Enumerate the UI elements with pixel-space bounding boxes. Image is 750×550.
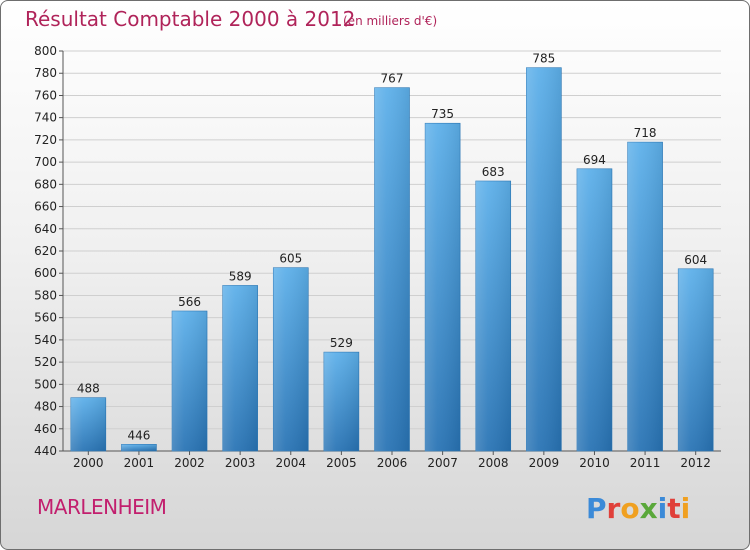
x-tick-label-2009: 2009 bbox=[529, 456, 560, 470]
y-tick-label: 760 bbox=[34, 88, 57, 102]
bar-shine-2005 bbox=[323, 352, 359, 451]
x-tick-label-2011: 2011 bbox=[630, 456, 661, 470]
value-label-2007: 735 bbox=[431, 107, 454, 121]
bar-shine-2009 bbox=[526, 67, 562, 452]
x-tick-label-2000: 2000 bbox=[73, 456, 104, 470]
y-tick-label: 480 bbox=[34, 400, 57, 414]
value-label-2006: 767 bbox=[381, 72, 404, 86]
svg-text:Proxiti: Proxiti bbox=[586, 492, 690, 525]
bar-shine-2000 bbox=[70, 397, 106, 451]
bar-shine-2003 bbox=[222, 285, 258, 451]
bar-shine-2010 bbox=[576, 168, 612, 451]
y-tick-label: 580 bbox=[34, 288, 57, 302]
bar-shine-2008 bbox=[475, 181, 511, 451]
x-tick-label-2006: 2006 bbox=[377, 456, 408, 470]
value-label-2008: 683 bbox=[482, 165, 505, 179]
y-tick-label: 540 bbox=[34, 333, 57, 347]
y-tick-label: 640 bbox=[34, 222, 57, 236]
value-label-2002: 566 bbox=[178, 295, 201, 309]
x-tick-label-2012: 2012 bbox=[680, 456, 711, 470]
value-label-2001: 446 bbox=[127, 428, 150, 442]
proxiti-logo: Proxiti bbox=[586, 492, 690, 525]
chart-title: Résultat Comptable 2000 à 2012 bbox=[25, 7, 356, 31]
x-tick-label-2008: 2008 bbox=[478, 456, 509, 470]
value-label-2011: 718 bbox=[634, 126, 657, 140]
bar-shine-2001 bbox=[121, 444, 157, 451]
value-label-2000: 488 bbox=[77, 382, 100, 396]
value-label-2009: 785 bbox=[532, 52, 555, 66]
x-tick-label-2002: 2002 bbox=[174, 456, 205, 470]
y-tick-label: 440 bbox=[34, 444, 57, 458]
value-label-2012: 604 bbox=[684, 253, 707, 267]
value-label-2003: 589 bbox=[229, 269, 252, 283]
x-tick-label-2007: 2007 bbox=[427, 456, 458, 470]
bar-shine-2011 bbox=[627, 142, 663, 451]
x-tick-label-2005: 2005 bbox=[326, 456, 357, 470]
chart-subtitle: (en milliers d'€) bbox=[343, 14, 438, 28]
bar-shine-2002 bbox=[172, 311, 208, 451]
value-label-2004: 605 bbox=[279, 252, 302, 266]
y-tick-label: 660 bbox=[34, 200, 57, 214]
y-tick-label: 560 bbox=[34, 311, 57, 325]
bar-shine-2007 bbox=[425, 123, 461, 451]
y-tick-label: 600 bbox=[34, 266, 57, 280]
y-tick-label: 680 bbox=[34, 177, 57, 191]
x-tick-label-2001: 2001 bbox=[124, 456, 155, 470]
x-tick-label-2004: 2004 bbox=[275, 456, 306, 470]
y-tick-label: 700 bbox=[34, 155, 57, 169]
commune-name: MARLENHEIM bbox=[37, 495, 167, 519]
bar-shine-2006 bbox=[374, 87, 410, 452]
bar-shine-2004 bbox=[273, 267, 309, 451]
value-label-2005: 529 bbox=[330, 336, 353, 350]
y-tick-label: 460 bbox=[34, 422, 57, 436]
y-tick-label: 620 bbox=[34, 244, 57, 258]
x-tick-label-2003: 2003 bbox=[225, 456, 256, 470]
x-tick-label-2010: 2010 bbox=[579, 456, 610, 470]
y-tick-label: 740 bbox=[34, 111, 57, 125]
y-tick-label: 520 bbox=[34, 355, 57, 369]
y-tick-label: 720 bbox=[34, 133, 57, 147]
y-tick-label: 780 bbox=[34, 66, 57, 80]
bar-shine-2012 bbox=[678, 268, 714, 451]
y-tick-label: 500 bbox=[34, 377, 57, 391]
y-tick-label: 800 bbox=[34, 44, 57, 58]
value-label-2010: 694 bbox=[583, 153, 606, 167]
